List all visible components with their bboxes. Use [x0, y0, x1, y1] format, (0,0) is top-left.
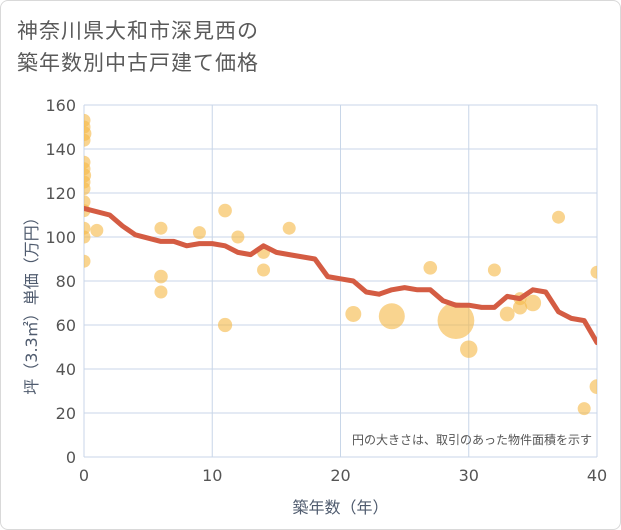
data-bubble [84, 133, 91, 147]
data-bubble [231, 230, 245, 244]
data-bubble [217, 317, 233, 333]
trend-layer [84, 205, 597, 346]
chart-title-line-1: 神奈川県大和市深見西の [17, 19, 259, 43]
data-bubble [84, 254, 91, 268]
data-bubble [590, 265, 597, 279]
x-tick-label: 40 [587, 466, 607, 485]
size-note: 円の大きさは、取引のあった物件面積を示す [352, 432, 592, 447]
data-bubble [378, 303, 405, 330]
y-tick-label: 0 [66, 448, 76, 467]
data-bubble [257, 263, 271, 277]
x-tick-label: 0 [79, 466, 89, 485]
data-bubble [437, 302, 475, 339]
data-bubble [423, 260, 438, 275]
y-tick-label: 60 [56, 316, 76, 335]
data-bubble [524, 294, 542, 312]
chart-title-line-2: 築年数別中古戸建て価格 [17, 51, 259, 75]
data-bubble [499, 306, 515, 322]
data-bubble [192, 226, 206, 240]
data-bubble [154, 221, 168, 235]
y-tick-label: 160 [45, 96, 76, 115]
data-bubble [345, 306, 362, 322]
data-bubble [460, 340, 478, 358]
data-bubble [589, 379, 597, 395]
x-axis-label: 築年数（年） [292, 498, 388, 517]
chart-title: 神奈川県大和市深見西の 築年数別中古戸建て価格 [17, 15, 259, 79]
data-bubble [84, 182, 91, 196]
data-bubble [154, 269, 168, 284]
x-tick-label: 10 [202, 466, 222, 485]
data-bubble [282, 221, 296, 235]
y-tick-label: 80 [56, 272, 76, 291]
data-bubble [487, 263, 501, 277]
data-bubble [577, 402, 591, 416]
x-tick-label: 20 [330, 466, 350, 485]
y-tick-label: 100 [45, 228, 76, 247]
y-tick-label: 20 [56, 404, 76, 423]
trend-line [84, 205, 597, 346]
data-bubble [84, 230, 91, 244]
y-tick-label: 140 [45, 140, 76, 159]
y-axis-label: 坪（3.3㎡）単価（万円） [22, 209, 41, 394]
y-tick-label: 40 [56, 360, 76, 379]
x-tick-label: 30 [459, 466, 479, 485]
y-tick-label: 120 [45, 184, 76, 203]
data-bubble [552, 210, 566, 224]
data-bubble [218, 203, 232, 218]
tick-labels: 0 20 40 60 80 100 120 140 160 0 10 20 30 40 [45, 96, 607, 485]
data-bubble [154, 285, 168, 299]
data-bubble [90, 223, 104, 237]
